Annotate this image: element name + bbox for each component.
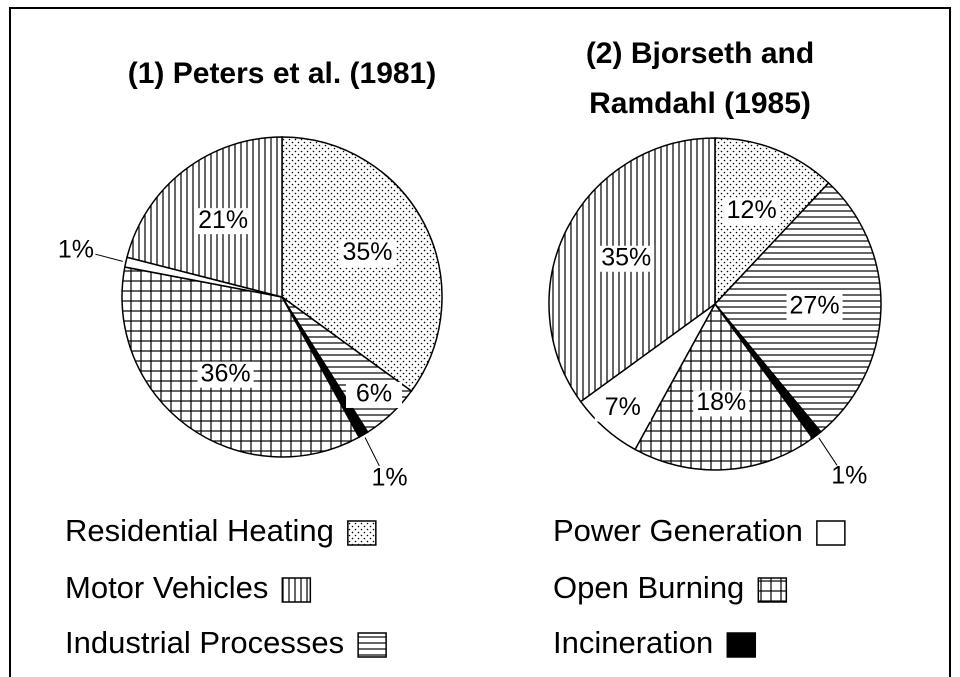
frame bbox=[9, 7, 951, 677]
data-label: 21% bbox=[198, 206, 248, 234]
legend-label: Industrial Processes bbox=[65, 625, 344, 660]
pie-title: (1) Peters et al. (1981) bbox=[128, 57, 436, 90]
data-label: 18% bbox=[696, 388, 746, 416]
label-bg bbox=[693, 390, 750, 417]
data-label: 1% bbox=[58, 236, 94, 264]
data-label: 27% bbox=[790, 292, 840, 320]
legend-label: Motor Vehicles bbox=[65, 570, 268, 605]
label-bg bbox=[195, 208, 252, 235]
label-bg bbox=[197, 361, 254, 388]
data-label: 1% bbox=[371, 463, 407, 491]
pie-title: (2) Bjorseth and bbox=[586, 37, 814, 70]
leader-line bbox=[95, 253, 123, 262]
data-label: 7% bbox=[605, 393, 641, 421]
label-bg bbox=[786, 294, 843, 321]
label-bg bbox=[723, 198, 780, 225]
legend-swatch bbox=[281, 577, 312, 603]
data-label: 36% bbox=[201, 359, 251, 387]
data-label: 35% bbox=[601, 243, 651, 271]
legend-swatch bbox=[347, 520, 377, 546]
leader-line bbox=[364, 437, 380, 467]
label-bg bbox=[346, 381, 403, 408]
legend-swatch bbox=[726, 632, 757, 658]
data-label: 1% bbox=[831, 462, 867, 490]
pie-title: Ramdahl (1985) bbox=[589, 87, 811, 120]
leader-line bbox=[818, 437, 838, 466]
legend-label: Residential Heating bbox=[65, 513, 334, 548]
label-bg bbox=[598, 245, 655, 272]
legend-label: Incineration bbox=[553, 625, 713, 660]
legend-label: Power Generation bbox=[553, 513, 803, 548]
label-bg bbox=[339, 240, 396, 267]
data-label: 6% bbox=[356, 380, 392, 408]
legend-swatch bbox=[757, 577, 788, 603]
label-bg bbox=[594, 395, 651, 422]
data-label: 12% bbox=[727, 196, 777, 224]
legend-swatch bbox=[357, 632, 387, 658]
legend-swatch bbox=[816, 520, 846, 546]
data-label: 35% bbox=[343, 238, 393, 266]
pie-slice bbox=[634, 302, 814, 471]
legend-label: Open Burning bbox=[553, 570, 744, 605]
